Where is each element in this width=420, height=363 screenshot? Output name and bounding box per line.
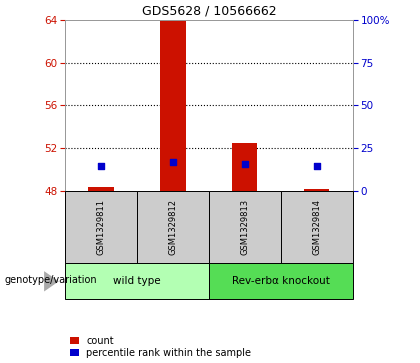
Bar	[304, 189, 329, 191]
Text: wild type: wild type	[113, 276, 161, 286]
Title: GDS5628 / 10566662: GDS5628 / 10566662	[142, 4, 276, 17]
Bar	[89, 187, 114, 191]
Bar	[232, 143, 257, 191]
Bar	[209, 263, 353, 299]
Text: GSM1329811: GSM1329811	[97, 199, 105, 255]
Bar	[281, 191, 353, 263]
Polygon shape	[44, 271, 59, 291]
Text: genotype/variation: genotype/variation	[4, 274, 97, 285]
Point	[98, 163, 105, 169]
Bar	[65, 263, 209, 299]
Bar	[160, 20, 186, 191]
Legend: count, percentile rank within the sample: count, percentile rank within the sample	[70, 336, 252, 358]
Bar	[137, 191, 209, 263]
Point	[170, 159, 176, 165]
Text: Rev-erbα knockout: Rev-erbα knockout	[232, 276, 330, 286]
Text: GSM1329813: GSM1329813	[240, 199, 249, 255]
Text: GSM1329812: GSM1329812	[168, 199, 178, 255]
Point	[241, 161, 248, 167]
Bar	[65, 191, 137, 263]
Point	[313, 163, 320, 169]
Bar	[209, 191, 281, 263]
Text: GSM1329814: GSM1329814	[312, 199, 321, 255]
